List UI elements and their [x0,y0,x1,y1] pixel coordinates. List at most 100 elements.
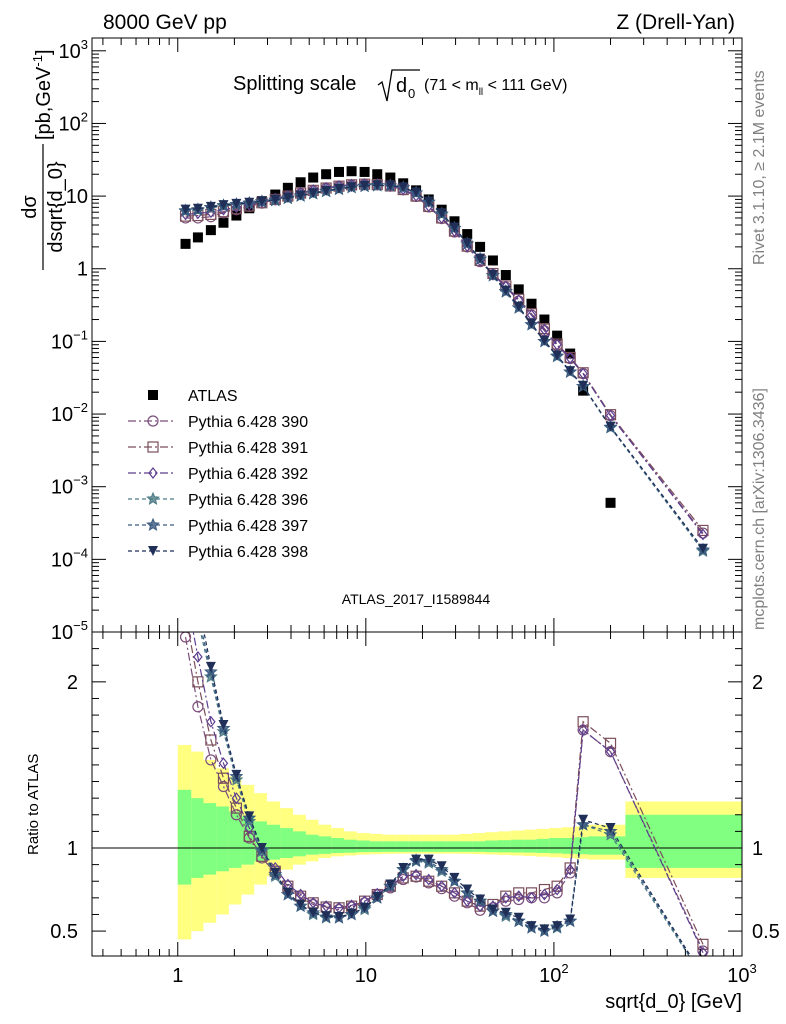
legend-label: ATLAS [188,388,238,405]
ratio-point-3 [203,669,218,683]
data-point-6 [526,318,537,329]
ylabel-unit-sup: -1 [30,55,45,67]
ratio-point-2 [565,863,575,876]
uncertainty-band-inner [523,839,537,853]
x-tick-label: 1 [172,965,183,987]
data-point-6 [334,183,345,194]
data-point-6 [256,196,267,207]
uncertainty-band-inner [203,803,217,875]
data-point-0 [513,284,524,295]
uncertainty-band-inner [510,839,524,853]
data-point-6 [697,543,708,554]
data-point-6 [359,180,370,191]
ratio-point-0 [538,892,550,904]
ylabel-den: dsqrt{d_0} [45,161,67,253]
data-point-6 [192,203,203,214]
ratio-point-5 [321,911,332,922]
data-point-0 [385,172,396,183]
ratio-y-label: Ratio to ATLAS [25,754,42,855]
data-point-0 [218,217,229,228]
uncertainty-band-inner [305,834,319,855]
ratio-point-0 [179,632,192,643]
ratio-y-tick-label-right: 2 [752,672,763,694]
ratio-line-5 [203,632,692,956]
legend-label: Pythia 6.428 390 [188,414,308,431]
ratio-plot-frame [91,631,743,957]
ratio-point-5 [359,902,370,913]
uncertainty-band-inner [177,789,192,885]
ratio-line-4 [201,632,691,956]
uncertainty-band-inner [280,828,294,858]
ratio-point-5 [552,921,563,932]
legend-marker [147,415,159,427]
data-point-6 [180,204,191,215]
ratio-point-0 [205,754,217,766]
ratio-point-2 [605,745,616,758]
data-point-6 [218,200,229,211]
ratio-point-2 [552,883,562,896]
uncertainty-band-inner [549,838,563,854]
ratio-line-1 [188,632,704,945]
uncertainty-band-inner [497,840,511,853]
ratio-point-1 [500,890,512,902]
ratio-point-5 [578,814,589,825]
ratio-point-1 [410,870,422,882]
ratio-point-1 [513,887,525,899]
legend-marker [148,390,158,400]
ratio-point-1 [525,887,538,899]
data-point-6 [308,188,319,199]
plot-title: Splitting scale d 0 (71 < mll < 111 GeV) [233,69,567,102]
data-point-0 [372,169,383,180]
y-tick-label: 1 [77,259,88,281]
title-symbol: d [396,75,407,97]
ratio-point-5 [487,904,498,915]
ratio-y-tick-label: 0.5 [50,921,78,943]
ratio-point-0 [230,809,242,821]
title-symbol-sub: 0 [408,86,415,101]
ratio-point-5 [334,911,345,922]
series-3 [180,177,708,541]
ratio-point-2 [462,895,472,908]
legend-marker [146,491,160,505]
data-point-6 [244,197,255,208]
ratio-point-1 [697,938,709,950]
ratio-point-2 [578,724,588,736]
data-point-0 [192,232,203,243]
ratio-point-5 [449,872,460,883]
ratio-point-2 [449,886,460,899]
y-tick-label: 10 [66,186,88,208]
uncertainty-band-inner [484,840,498,853]
ratio-point-2 [398,870,408,883]
ratio-y-tick-label: 2 [67,672,78,694]
ratio-point-5 [539,924,550,935]
uncertainty-band-inner [191,798,204,878]
uncertainty-band-inner [318,836,332,854]
uncertainty-band-inner [421,841,434,852]
y-tick-label: 103 [59,37,88,63]
uncertainty-band-inner [293,831,306,857]
data-point-6 [487,270,498,281]
legend-label: Pythia 6.428 392 [188,466,308,483]
x-tick-label: 10 [355,965,377,987]
title-range: (71 < mll < 111 GeV) [424,77,567,98]
ratio-point-2 [539,888,550,901]
data-point-6 [436,208,447,219]
data-point-0 [500,270,511,281]
uncertainty-band-inner [356,840,370,853]
data-point-0 [462,229,473,240]
data-point-6 [231,198,242,209]
ratio-point-2 [501,891,511,904]
data-point-6 [500,285,511,296]
ratio-point-5 [308,907,319,918]
data-point-2 [697,524,709,537]
ratio-point-5 [398,862,409,873]
series-6 [180,180,708,554]
data-point-2 [538,323,550,335]
ratio-point-0 [551,887,563,899]
uncertainty-band-inner [241,816,255,865]
ylabel-num: dσ [19,195,41,219]
series-1 [179,178,709,539]
data-point-6 [539,335,550,346]
